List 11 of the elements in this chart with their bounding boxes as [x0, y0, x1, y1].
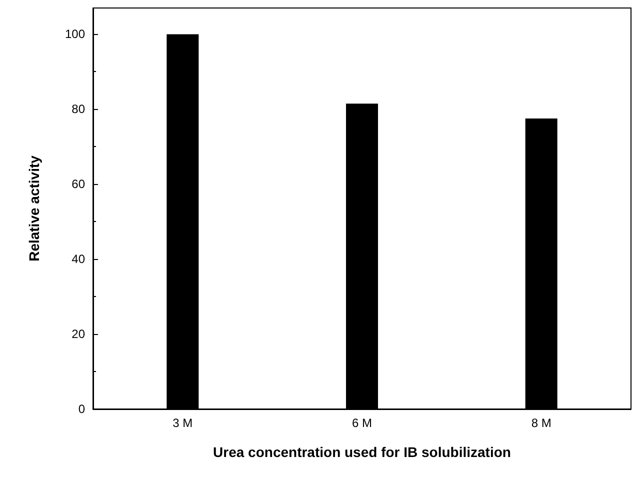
- y-tick-label: 80: [72, 102, 86, 116]
- y-tick-label: 60: [72, 177, 86, 192]
- x-tick-label: 8 M: [531, 416, 552, 430]
- y-tick-label: 100: [64, 27, 86, 42]
- y-tick-label: 20: [72, 327, 86, 342]
- y-tick-label: 0: [78, 402, 86, 416]
- x-axis-title: Urea concentration used for IB solubilization: [213, 444, 511, 460]
- y-tick-label: 40: [72, 252, 86, 266]
- x-tick-label: 3 M: [172, 416, 193, 430]
- x-tick-label: 6 M: [352, 416, 372, 430]
- y-axis-title: Relative activity: [26, 155, 42, 262]
